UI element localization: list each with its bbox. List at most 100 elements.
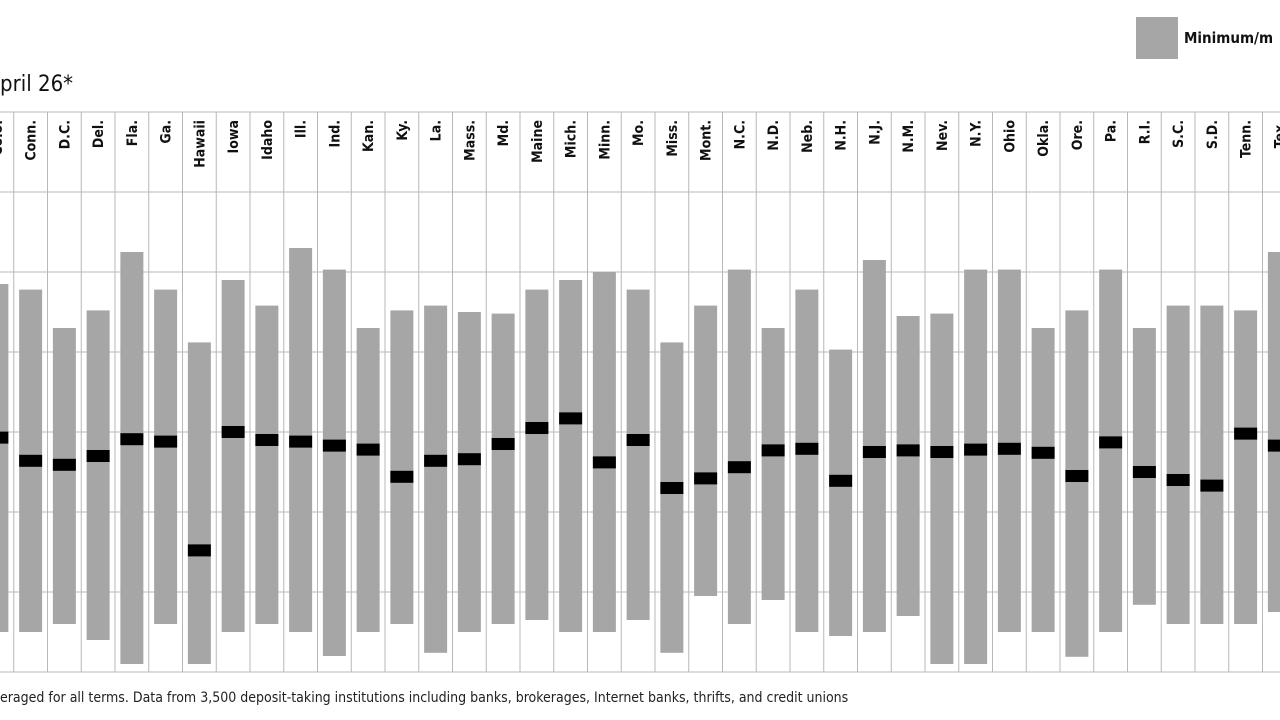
range-bar-sd [1200,305,1224,624]
category-label: Ky. [395,120,411,141]
average-marker-sc [1166,474,1190,486]
average-marker-maine [525,422,549,434]
average-marker-ore [1065,470,1089,482]
average-marker-ind [322,439,346,452]
average-marker-kan [356,443,380,456]
average-marker-ill [289,435,313,448]
category-label: Iowa [226,120,242,153]
category-label: Mont. [699,120,715,161]
average-marker-minn [592,456,616,469]
average-marker-mich [559,412,583,425]
range-bar-fla [120,252,144,664]
average-marker-nj [862,446,886,458]
average-marker-mo [626,434,650,446]
average-marker-colo [0,431,9,444]
average-marker-la [424,454,448,467]
category-label: Fla. [125,120,141,146]
average-marker-idaho [255,434,279,446]
category-label: N.Y. [969,120,985,147]
range-bar-ore [1065,310,1089,657]
range-bar-maine [525,289,549,620]
category-label: Idaho [260,120,276,160]
range-bar-pa [1099,269,1123,632]
category-label: Colo. [0,120,6,156]
range-bar-tex [1267,252,1280,612]
range-bar-colo [0,284,9,632]
range-bar-nc [727,269,751,624]
category-label: Ind. [327,120,343,147]
average-marker-md [491,438,515,450]
category-label: Minn. [597,120,613,160]
category-label: N.D. [766,120,782,151]
average-marker-dc [52,458,76,471]
average-marker-ohio [997,442,1021,455]
average-marker-miss [660,482,684,494]
average-marker-nh [829,474,853,487]
range-bar-la [424,305,448,653]
category-label: Ga. [159,120,175,144]
category-label: N.C. [732,120,748,149]
category-label: Del. [91,120,107,148]
category-label: Md. [496,120,512,146]
average-marker-del [86,450,110,462]
legend-label: Minimum/m [1184,29,1274,47]
range-bar-sc [1166,305,1190,624]
range-bar-okla [1031,328,1055,632]
range-bar-dc [52,328,76,624]
chart-subtitle: pril 26* [0,72,74,97]
range-bar-ind [322,269,346,656]
legend-swatch [1136,17,1178,59]
range-bar-tenn [1234,310,1258,624]
category-label: N.J. [867,120,883,145]
range-bar-nev [930,313,954,664]
category-label: Pa. [1104,120,1120,142]
category-label: S.D. [1205,120,1221,149]
average-marker-nd [761,444,785,457]
category-label: Ill. [294,120,310,138]
category-label: Maine [530,120,546,163]
range-bar-md [491,313,515,624]
average-marker-tenn [1234,427,1258,440]
range-bar-mich [559,280,583,632]
category-label: Miss. [665,120,681,157]
average-marker-conn [19,454,43,467]
category-label: Neb. [800,120,816,153]
average-marker-nm [896,444,920,457]
range-bar-mass [457,312,481,632]
range-bar-nd [761,328,785,600]
category-label: N.H. [834,120,850,151]
range-bar-kan [356,328,380,632]
range-bar-hawaii [187,342,211,664]
average-marker-hawaii [187,544,211,557]
range-bar-iowa [221,280,245,632]
category-label: Conn. [24,120,40,161]
average-marker-ky [390,470,414,483]
category-label: Okla. [1036,120,1052,157]
category-label: Tenn. [1239,120,1255,158]
average-marker-okla [1031,446,1055,459]
range-bar-ny [964,269,988,664]
average-marker-sd [1200,479,1224,492]
category-label: R.I. [1137,120,1153,144]
category-label: N.M. [901,120,917,153]
average-marker-fla [120,433,144,446]
category-label: Mo. [631,120,647,146]
category-label: Mass. [462,120,478,161]
range-bar-mont [694,305,718,596]
range-bar-ga [154,289,178,624]
category-label: D.C. [57,120,73,149]
average-marker-mass [457,453,481,466]
average-marker-nev [930,446,954,458]
category-label: Hawaii [192,120,208,168]
range-bar-miss [660,342,684,653]
range-bar-ky [390,310,414,624]
category-label: La. [429,120,445,141]
category-label: Mich. [564,120,580,158]
average-marker-neb [795,442,819,455]
average-marker-nc [727,461,751,474]
range-bar-minn [592,272,616,632]
range-bar-del [86,310,110,640]
category-label: Ohio [1002,120,1018,153]
range-bar-nh [829,349,853,636]
